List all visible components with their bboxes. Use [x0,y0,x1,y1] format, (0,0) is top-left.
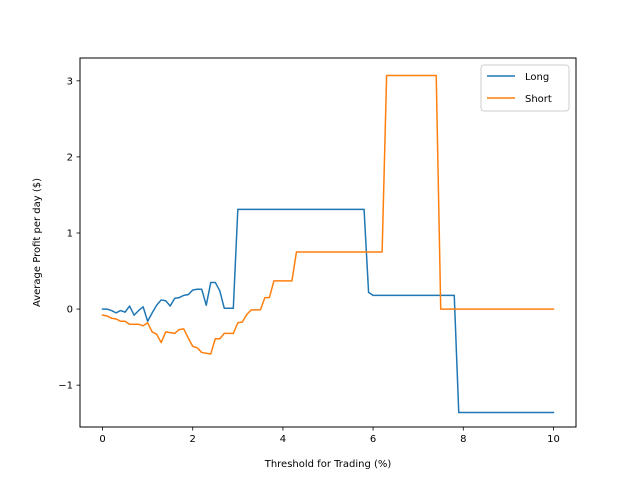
y-tick-label: 3 [67,76,73,87]
series-line-short [101,74,555,355]
x-axis-label: Threshold for Trading (%) [264,459,392,470]
legend-label-long: Long [525,72,549,83]
x-tick-label: 10 [547,434,560,445]
series-line-long [101,208,555,414]
y-tick-label: −1 [58,381,73,392]
y-tick-label: 2 [67,152,73,163]
legend: Long Short [480,64,570,112]
x-tick-label: 6 [370,434,376,445]
y-tick-label: 0 [67,305,73,316]
x-tick-label: 0 [99,434,105,445]
y-tick-label: 1 [67,228,73,239]
x-tick-label: 8 [460,434,466,445]
y-axis-label: Average Profit per day ($) [32,178,43,307]
x-tick-label: 2 [190,434,196,445]
x-tick-label: 4 [280,434,286,445]
y-axis-ticks: −1 0 1 2 3 [58,76,80,392]
axes-frame [79,57,577,428]
series-lines [101,74,555,414]
legend-label-short: Short [525,94,552,105]
x-axis-ticks: 0 2 4 6 8 10 [99,427,560,445]
